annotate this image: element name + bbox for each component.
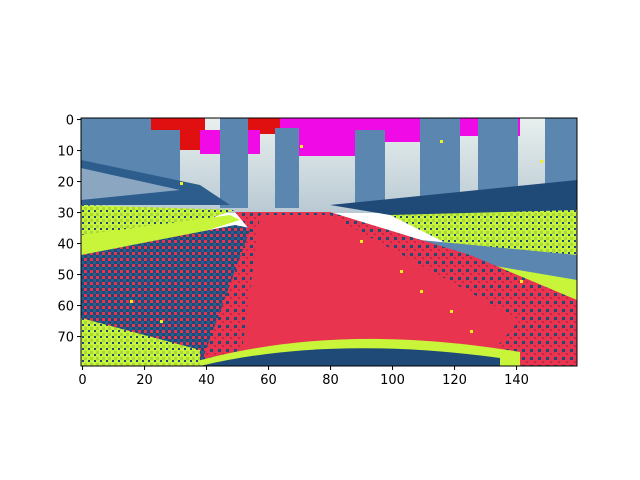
x-tick-label: 140 <box>504 373 529 388</box>
y-tick-label: 0 <box>66 114 74 129</box>
speckles <box>130 140 543 333</box>
y-tick-label: 40 <box>57 238 74 253</box>
axes-frame <box>80 117 578 367</box>
hillside-left-light <box>81 168 180 200</box>
y-tick-label: 70 <box>57 331 74 346</box>
x-tick-label: 80 <box>322 373 339 388</box>
x-tick-label: 120 <box>442 373 467 388</box>
road-center <box>240 215 520 366</box>
x-tick-label: 0 <box>78 373 86 388</box>
y-tick-label: 50 <box>57 269 74 284</box>
x-tick-label: 40 <box>198 373 215 388</box>
x-axis: 0 20 40 60 80 100 120 140 <box>78 366 529 388</box>
segmentation-image <box>81 118 577 366</box>
y-tick-label: 10 <box>57 145 74 160</box>
x-tick-label: 100 <box>380 373 405 388</box>
y-axis: 0 10 20 30 40 50 60 70 <box>57 114 81 346</box>
x-tick-label: 20 <box>136 373 153 388</box>
ground-bottom <box>200 348 500 366</box>
grass-bottom-left <box>81 318 200 366</box>
y-tick-label: 20 <box>57 176 74 191</box>
y-tick-label: 30 <box>57 207 74 222</box>
y-tick-label: 60 <box>57 300 74 315</box>
x-tick-label: 60 <box>260 373 277 388</box>
